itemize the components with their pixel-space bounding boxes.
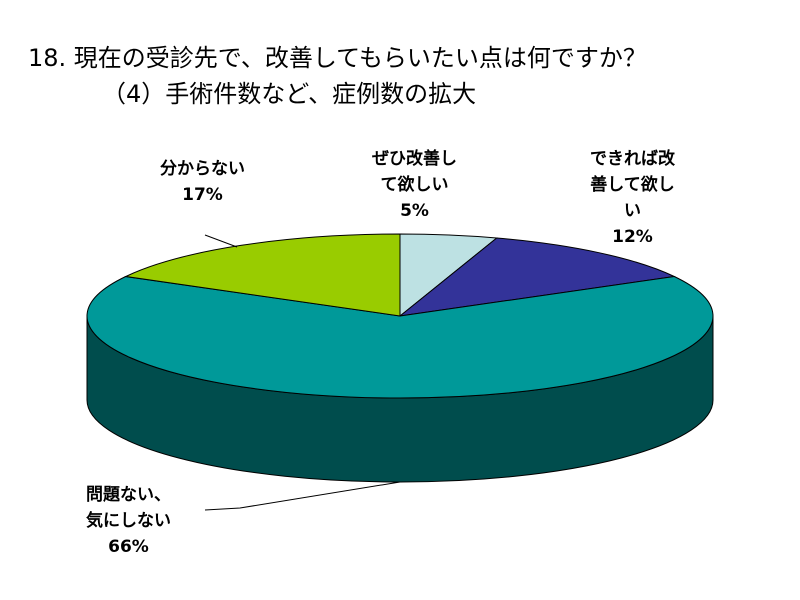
slice-label-mondai-percent: 66%	[108, 537, 149, 557]
leader-line-mondai	[204, 481, 401, 511]
slice-label-dekireba-line-1: できれば改	[590, 149, 675, 169]
slice-label-wakaranai-percent: 17%	[182, 185, 223, 205]
slice-label-dekireba: できれば改 善して欲し い 12%	[590, 146, 675, 250]
slice-label-zehi-percent: 5%	[400, 201, 429, 221]
slice-label-zehi-line-1: ぜひ改善し	[372, 149, 457, 169]
leader-line-wakaranai	[204, 234, 238, 248]
slice-label-dekireba-percent: 12%	[612, 227, 653, 247]
leader-line-group	[204, 234, 401, 511]
slice-label-dekireba-line-3: い	[624, 201, 641, 221]
slice-label-mondai: 問題ない、 気にしない 66%	[86, 482, 171, 560]
pie-slice-2	[86, 275, 714, 399]
slice-label-zehi: ぜひ改善し て欲しい 5%	[372, 146, 457, 224]
chart-title-line-1: 18. 現在の受診先で、改善してもらいたい点は何ですか？	[28, 44, 647, 72]
slice-label-mondai-line-1: 問題ない、	[86, 485, 171, 505]
slice-label-mondai-line-2: 気にしない	[86, 511, 171, 531]
pie-slice-3	[124, 233, 401, 317]
slice-label-dekireba-line-2: 善して欲し	[590, 175, 675, 195]
pie-slice-1	[398, 237, 676, 317]
slice-label-wakaranai: 分からない 17%	[160, 156, 245, 208]
pie-top-group	[86, 233, 714, 399]
slice-label-zehi-line-2: て欲しい	[380, 175, 449, 195]
chart-title-line-2: （4）手術件数など、症例数の拡大	[102, 80, 477, 108]
slice-label-wakaranai-line-1: 分からない	[160, 159, 245, 179]
